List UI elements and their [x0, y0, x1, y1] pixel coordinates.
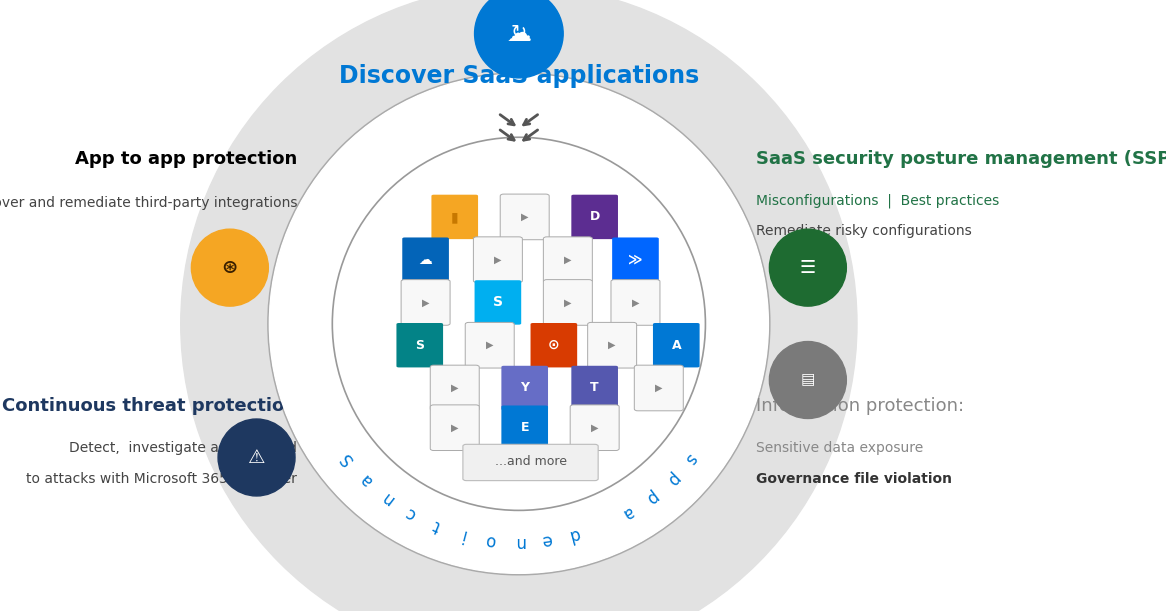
Text: Sensitive data exposure: Sensitive data exposure	[756, 441, 922, 455]
Text: ▶: ▶	[564, 255, 571, 265]
Text: Discover and remediate third-party integrations: Discover and remediate third-party integ…	[0, 196, 297, 210]
Text: D: D	[590, 210, 599, 224]
FancyBboxPatch shape	[401, 280, 450, 325]
FancyBboxPatch shape	[571, 366, 618, 410]
Text: ▤: ▤	[801, 373, 815, 387]
Text: d: d	[568, 524, 582, 544]
Text: S: S	[493, 296, 503, 309]
FancyBboxPatch shape	[396, 323, 443, 367]
FancyBboxPatch shape	[463, 444, 598, 481]
FancyBboxPatch shape	[611, 280, 660, 325]
Text: S: S	[415, 338, 424, 352]
Text: o: o	[485, 530, 497, 550]
Text: ☁: ☁	[419, 253, 433, 266]
Text: n: n	[378, 488, 396, 508]
Text: e: e	[541, 530, 554, 550]
Text: ▶: ▶	[564, 298, 571, 307]
Text: n: n	[513, 533, 525, 551]
FancyBboxPatch shape	[588, 323, 637, 368]
FancyBboxPatch shape	[612, 238, 659, 282]
Text: Discover SaaS applications: Discover SaaS applications	[339, 64, 698, 89]
Text: a: a	[618, 503, 635, 524]
Text: ▶: ▶	[609, 340, 616, 350]
Text: ☁: ☁	[506, 21, 532, 46]
Text: s: s	[681, 449, 701, 467]
Text: a: a	[356, 469, 375, 489]
Ellipse shape	[770, 342, 847, 419]
Ellipse shape	[191, 229, 268, 306]
FancyBboxPatch shape	[570, 405, 619, 450]
Text: Misconfigurations  |  Best practices: Misconfigurations | Best practices	[756, 193, 999, 208]
Text: ▶: ▶	[422, 298, 429, 307]
Text: ▶: ▶	[486, 340, 493, 350]
FancyBboxPatch shape	[431, 195, 478, 239]
Text: ▶: ▶	[451, 383, 458, 393]
FancyBboxPatch shape	[500, 194, 549, 240]
FancyBboxPatch shape	[501, 406, 548, 450]
Text: App to app protection: App to app protection	[75, 150, 297, 168]
Text: ▶: ▶	[655, 383, 662, 393]
FancyBboxPatch shape	[430, 365, 479, 411]
Text: ≫: ≫	[628, 253, 642, 266]
Text: t: t	[430, 516, 443, 535]
Text: ↻: ↻	[511, 23, 527, 42]
FancyBboxPatch shape	[571, 195, 618, 239]
Text: i: i	[458, 525, 468, 544]
Text: ⊛: ⊛	[222, 258, 238, 277]
FancyBboxPatch shape	[430, 405, 479, 450]
FancyBboxPatch shape	[653, 323, 700, 367]
Text: T: T	[590, 381, 599, 395]
Text: ▶: ▶	[521, 212, 528, 222]
Text: ☰: ☰	[800, 258, 816, 277]
Ellipse shape	[269, 75, 768, 573]
Text: p: p	[662, 469, 682, 489]
FancyBboxPatch shape	[543, 237, 592, 282]
Text: Continuous threat protection: Continuous threat protection	[2, 398, 297, 415]
Text: Information protection:: Information protection:	[756, 398, 963, 415]
FancyBboxPatch shape	[402, 238, 449, 282]
Text: to attacks with Microsoft 365 Defender: to attacks with Microsoft 365 Defender	[27, 472, 297, 486]
Ellipse shape	[268, 73, 770, 574]
Text: ⚠: ⚠	[248, 448, 266, 467]
Text: Y: Y	[520, 381, 529, 395]
Ellipse shape	[218, 419, 295, 496]
Text: S: S	[337, 448, 357, 468]
Text: p: p	[641, 488, 660, 508]
FancyBboxPatch shape	[543, 280, 592, 325]
FancyBboxPatch shape	[465, 323, 514, 368]
Text: Governance file violation: Governance file violation	[756, 472, 951, 486]
FancyBboxPatch shape	[473, 237, 522, 282]
Text: A: A	[672, 338, 681, 352]
Text: Remediate risky configurations: Remediate risky configurations	[756, 224, 971, 238]
FancyBboxPatch shape	[501, 366, 548, 410]
Text: Detect,  investigate and respond: Detect, investigate and respond	[69, 441, 297, 455]
Text: ...and more: ...and more	[494, 455, 567, 468]
Text: c: c	[402, 503, 420, 523]
FancyBboxPatch shape	[531, 323, 577, 367]
Ellipse shape	[475, 0, 563, 78]
Text: SaaS security posture management (SSPM): SaaS security posture management (SSPM)	[756, 150, 1166, 168]
FancyBboxPatch shape	[475, 280, 521, 324]
Ellipse shape	[181, 0, 857, 611]
FancyBboxPatch shape	[634, 365, 683, 411]
Text: ▶: ▶	[591, 423, 598, 433]
Text: ▶: ▶	[494, 255, 501, 265]
Text: ▶: ▶	[451, 423, 458, 433]
Text: ▶: ▶	[632, 298, 639, 307]
Ellipse shape	[770, 229, 847, 306]
Text: E: E	[520, 421, 529, 434]
Text: ⊙: ⊙	[548, 338, 560, 352]
Text: ▮: ▮	[451, 210, 458, 224]
